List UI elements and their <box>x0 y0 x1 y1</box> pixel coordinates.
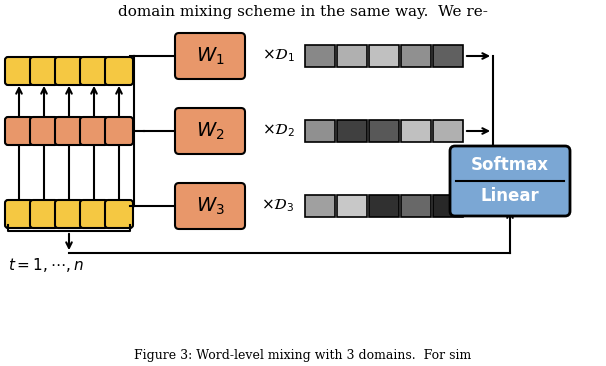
Text: $W_2$: $W_2$ <box>196 120 224 142</box>
Bar <box>369 195 399 217</box>
Bar <box>401 120 431 142</box>
Text: Figure 3: Word-level mixing with 3 domains.  For sim: Figure 3: Word-level mixing with 3 domai… <box>135 350 471 362</box>
Bar <box>305 195 335 217</box>
Bar <box>337 120 367 142</box>
FancyBboxPatch shape <box>80 117 108 145</box>
Bar <box>433 120 463 142</box>
Bar <box>401 45 431 67</box>
FancyBboxPatch shape <box>55 117 83 145</box>
Text: $t = 1, \cdots, n$: $t = 1, \cdots, n$ <box>8 256 84 274</box>
Bar <box>401 195 431 217</box>
Text: $\times\mathcal{D}_3$: $\times\mathcal{D}_3$ <box>261 198 295 214</box>
Bar <box>337 45 367 67</box>
FancyBboxPatch shape <box>5 200 33 228</box>
FancyBboxPatch shape <box>80 200 108 228</box>
FancyBboxPatch shape <box>55 57 83 85</box>
Text: $\times\mathcal{D}_1$: $\times\mathcal{D}_1$ <box>262 48 295 64</box>
FancyBboxPatch shape <box>80 57 108 85</box>
FancyBboxPatch shape <box>450 146 570 216</box>
FancyBboxPatch shape <box>105 57 133 85</box>
Text: Softmax: Softmax <box>471 156 549 174</box>
FancyBboxPatch shape <box>30 57 58 85</box>
FancyBboxPatch shape <box>105 200 133 228</box>
FancyBboxPatch shape <box>175 33 245 79</box>
Bar <box>305 45 335 67</box>
Text: $W_3$: $W_3$ <box>196 195 224 217</box>
Bar <box>369 45 399 67</box>
Bar <box>369 120 399 142</box>
Bar <box>337 195 367 217</box>
FancyBboxPatch shape <box>105 117 133 145</box>
Text: domain mixing scheme in the same way.  We re-: domain mixing scheme in the same way. We… <box>118 5 488 19</box>
FancyBboxPatch shape <box>5 117 33 145</box>
FancyBboxPatch shape <box>30 200 58 228</box>
FancyBboxPatch shape <box>30 117 58 145</box>
FancyBboxPatch shape <box>175 108 245 154</box>
Bar <box>433 45 463 67</box>
FancyBboxPatch shape <box>5 57 33 85</box>
Bar <box>305 120 335 142</box>
Text: $W_1$: $W_1$ <box>196 45 224 67</box>
Bar <box>433 195 463 217</box>
Text: Linear: Linear <box>481 187 539 205</box>
Text: $\times\mathcal{D}_2$: $\times\mathcal{D}_2$ <box>262 123 295 139</box>
FancyBboxPatch shape <box>55 200 83 228</box>
FancyBboxPatch shape <box>175 183 245 229</box>
